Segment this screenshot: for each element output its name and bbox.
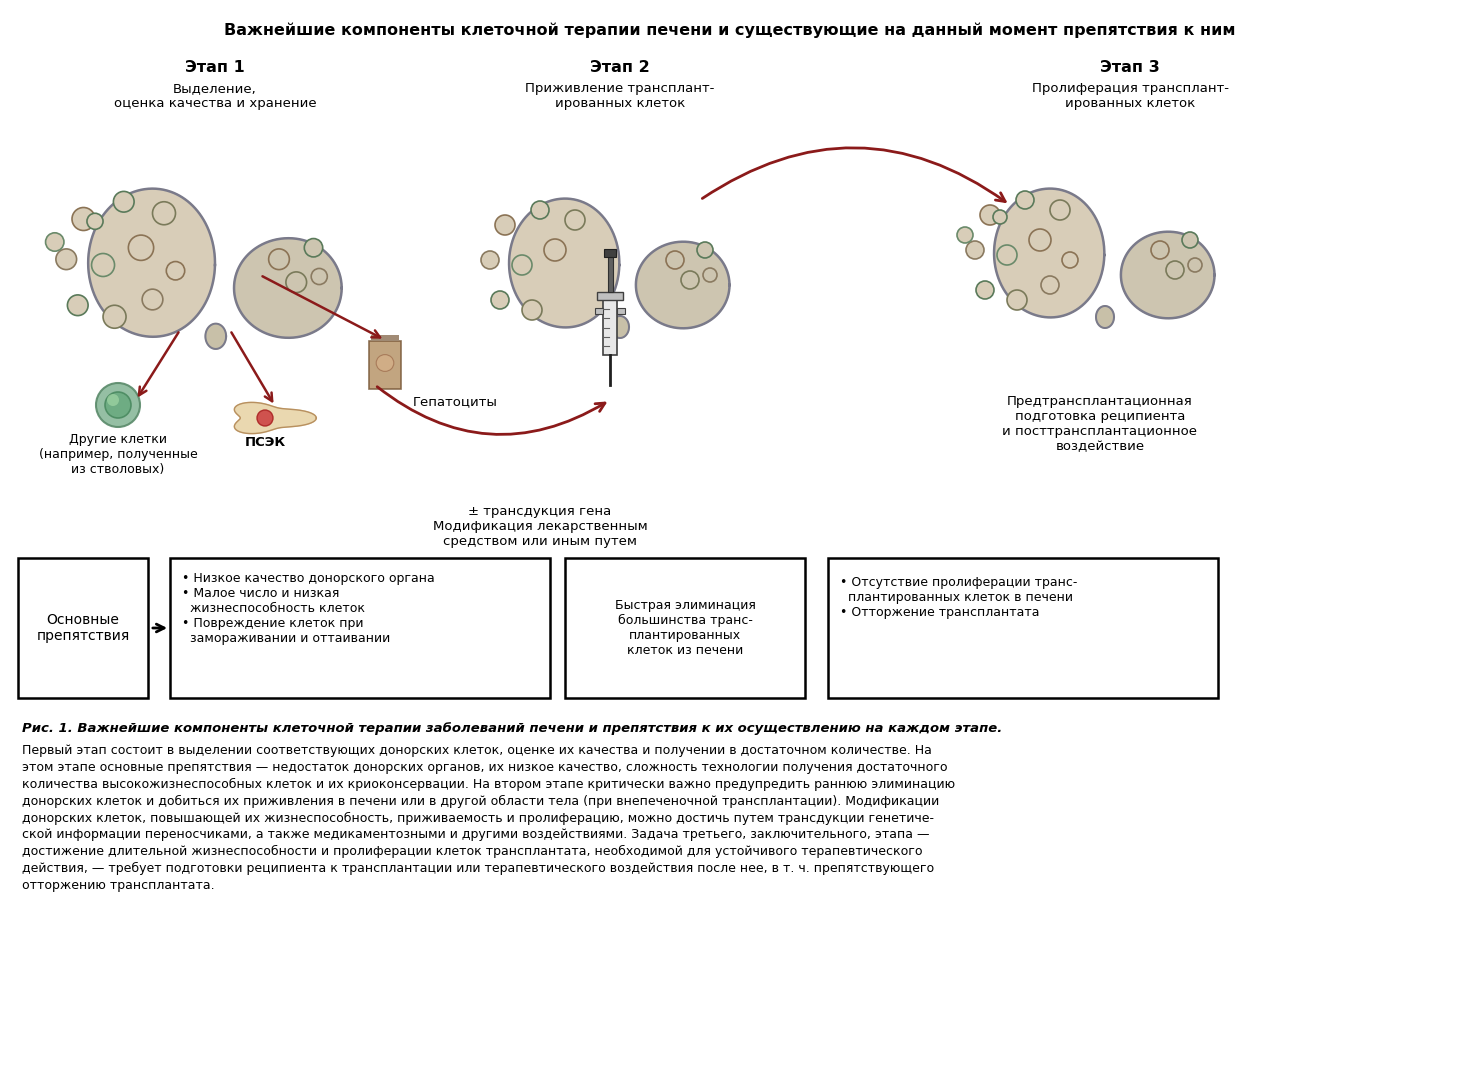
- Ellipse shape: [375, 354, 394, 371]
- Circle shape: [976, 281, 993, 299]
- Bar: [828, 558, 1218, 699]
- Text: Важнейшие компоненты клеточной терапии печени и существующие на данный момент пр: Важнейшие компоненты клеточной терапии п…: [224, 23, 1236, 38]
- Circle shape: [92, 253, 114, 277]
- Circle shape: [481, 251, 500, 269]
- Circle shape: [681, 271, 698, 289]
- Polygon shape: [234, 238, 342, 338]
- Text: Этап 2: Этап 2: [590, 60, 650, 75]
- Text: Гепатоциты: Гепатоциты: [413, 395, 498, 408]
- Circle shape: [966, 241, 985, 259]
- Text: Быстрая элиминация
большинства транс-
плантированных
клеток из печени: Быстрая элиминация большинства транс- пл…: [615, 599, 755, 657]
- Polygon shape: [993, 189, 1105, 318]
- Circle shape: [311, 268, 327, 284]
- Bar: [370, 340, 400, 388]
- Circle shape: [1062, 252, 1078, 268]
- Polygon shape: [1121, 232, 1214, 319]
- Polygon shape: [88, 189, 215, 337]
- Circle shape: [129, 235, 153, 261]
- Circle shape: [304, 238, 323, 256]
- Bar: [371, 338, 399, 339]
- Circle shape: [56, 249, 76, 269]
- Circle shape: [105, 392, 131, 418]
- Bar: [598, 292, 622, 300]
- Bar: [18, 558, 148, 699]
- Circle shape: [167, 262, 184, 280]
- Text: Основные
препятствия: Основные препятствия: [37, 613, 130, 643]
- Circle shape: [1042, 276, 1059, 294]
- Bar: [617, 308, 625, 314]
- Text: • Низкое качество донорского органа
• Малое число и низкая
  жизнеспособность кл: • Низкое качество донорского органа • Ма…: [183, 572, 435, 645]
- Bar: [371, 339, 399, 340]
- Circle shape: [72, 207, 95, 231]
- Circle shape: [1029, 229, 1050, 251]
- Bar: [595, 308, 603, 314]
- Text: Рис. 1. Важнейшие компоненты клеточной терапии заболеваний печени и препятствия : Рис. 1. Важнейшие компоненты клеточной т…: [22, 722, 1002, 735]
- Circle shape: [1166, 261, 1183, 279]
- Bar: [608, 258, 612, 292]
- Circle shape: [1182, 232, 1198, 248]
- Bar: [603, 300, 617, 355]
- Bar: [371, 337, 399, 338]
- Circle shape: [96, 383, 140, 427]
- Text: Этап 1: Этап 1: [186, 60, 245, 75]
- Circle shape: [697, 242, 713, 258]
- Circle shape: [1151, 241, 1169, 259]
- Circle shape: [666, 251, 684, 269]
- Circle shape: [1050, 200, 1069, 220]
- Circle shape: [543, 239, 565, 261]
- Circle shape: [88, 214, 104, 230]
- Circle shape: [152, 202, 175, 224]
- Text: Предтрансплантационная
подготовка реципиента
и посттрансплантационное
воздействи: Предтрансплантационная подготовка реципи…: [1002, 395, 1198, 453]
- Circle shape: [286, 271, 307, 293]
- Circle shape: [491, 291, 508, 309]
- Circle shape: [269, 249, 289, 269]
- Bar: [371, 336, 399, 337]
- Circle shape: [1015, 191, 1034, 209]
- Polygon shape: [234, 402, 316, 433]
- Circle shape: [703, 268, 717, 282]
- Circle shape: [495, 215, 514, 235]
- Circle shape: [114, 191, 134, 212]
- Circle shape: [511, 255, 532, 275]
- Circle shape: [980, 205, 999, 225]
- Circle shape: [142, 289, 162, 310]
- Circle shape: [45, 233, 64, 251]
- Text: ± трансдукция гена
Модификация лекарственным
средством или иным путем: ± трансдукция гена Модификация лекарстве…: [432, 505, 647, 548]
- Text: • Отсутствие пролиферации транс-
  плантированных клеток в печени
• Отторжение т: • Отсутствие пролиферации транс- плантир…: [840, 576, 1077, 619]
- Text: Приживление трансплант-
ированных клеток: Приживление трансплант- ированных клеток: [526, 82, 714, 111]
- Circle shape: [1007, 290, 1027, 310]
- Text: Другие клетки
(например, полученные
из стволовых): Другие клетки (например, полученные из с…: [38, 433, 197, 476]
- Text: Этап 3: Этап 3: [1100, 60, 1160, 75]
- Text: ПСЭК: ПСЭК: [244, 436, 285, 449]
- Polygon shape: [508, 199, 619, 327]
- Bar: [371, 335, 399, 336]
- Bar: [169, 558, 549, 699]
- Bar: [565, 558, 805, 699]
- Circle shape: [104, 305, 126, 328]
- Circle shape: [993, 210, 1007, 224]
- Circle shape: [565, 210, 584, 230]
- Polygon shape: [1096, 306, 1113, 328]
- Polygon shape: [206, 324, 226, 349]
- Bar: [603, 249, 617, 258]
- Circle shape: [530, 201, 549, 219]
- Polygon shape: [636, 241, 729, 328]
- Circle shape: [107, 394, 118, 406]
- Circle shape: [1188, 258, 1202, 271]
- Text: Первый этап состоит в выделении соответствующих донорских клеток, оценке их каче: Первый этап состоит в выделении соответс…: [22, 744, 955, 892]
- Circle shape: [957, 227, 973, 242]
- Polygon shape: [611, 317, 630, 338]
- Circle shape: [996, 245, 1017, 265]
- Circle shape: [522, 300, 542, 320]
- Circle shape: [257, 410, 273, 426]
- Text: Выделение,
оценка качества и хранение: Выделение, оценка качества и хранение: [114, 82, 317, 111]
- Circle shape: [67, 295, 88, 315]
- Text: Пролиферация трансплант-
ированных клеток: Пролиферация трансплант- ированных клето…: [1031, 82, 1229, 111]
